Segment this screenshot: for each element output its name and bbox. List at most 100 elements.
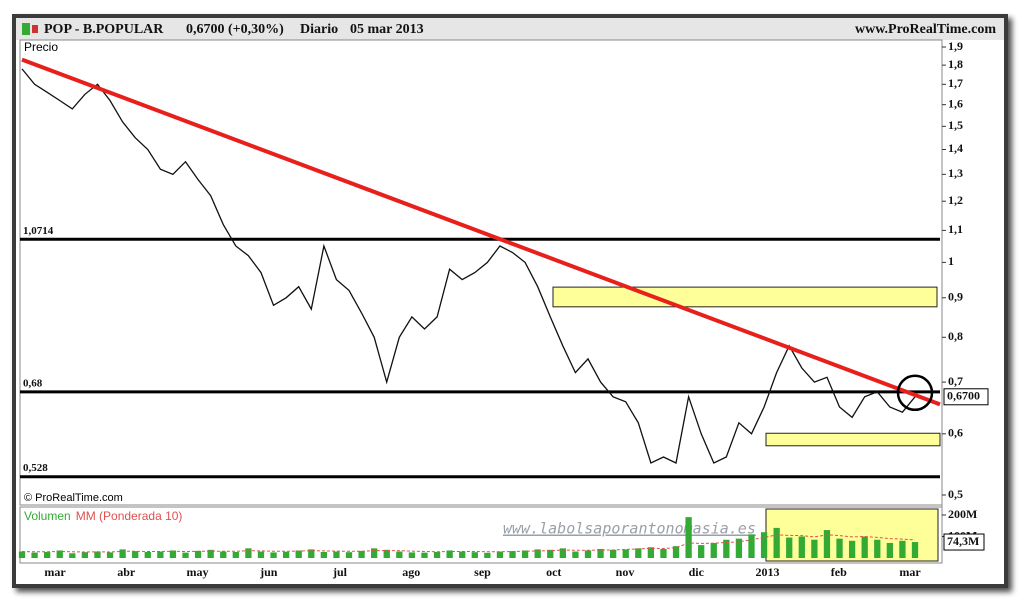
- volume-bar: [220, 551, 227, 558]
- volume-bar: [358, 550, 365, 558]
- volume-bar: [698, 545, 705, 558]
- volume-bar: [861, 536, 868, 558]
- volume-bar: [622, 549, 629, 558]
- site: www.ProRealTime.com: [855, 22, 996, 37]
- volume-bar: [609, 549, 617, 558]
- volume-bar: [760, 532, 768, 558]
- volume-bar: [69, 553, 76, 558]
- volume-bar: [157, 551, 164, 558]
- volume-bar: [911, 542, 919, 558]
- volume-bar: [723, 539, 730, 558]
- volume-bar: [446, 550, 453, 558]
- x-tick-label: 2013: [756, 565, 780, 579]
- volume-bar: [144, 551, 151, 558]
- volume-bar: [194, 550, 202, 558]
- volume-bar: [811, 539, 818, 558]
- y-tick-label: 1,5: [948, 118, 963, 132]
- volume-bar: [748, 534, 755, 558]
- volume-bar: [308, 549, 315, 558]
- volume-bar: [31, 552, 38, 558]
- volume-bar: [798, 536, 805, 558]
- volume-bar: [18, 551, 26, 558]
- y-tick-label: 0,8: [948, 329, 963, 343]
- y-tick-label: 0,7: [948, 374, 963, 388]
- x-tick-label: mar: [44, 565, 66, 579]
- volume-bar: [672, 546, 680, 558]
- volume-bar: [383, 549, 390, 558]
- x-tick-label: mar: [899, 565, 921, 579]
- y-tick-label: 0,9: [948, 290, 963, 304]
- price-line: [21, 68, 916, 464]
- y-tick-label: 1,4: [948, 141, 963, 155]
- legend-entry: MM (Ponderada 10): [76, 509, 183, 523]
- volume-bar: [207, 549, 214, 558]
- volume-bar: [635, 548, 642, 558]
- volume-bar: [886, 542, 893, 558]
- volume-bar: [182, 552, 189, 558]
- x-tick-label: may: [187, 565, 209, 579]
- y-tick-label: 1,7: [948, 76, 963, 90]
- volume-bar: [459, 551, 466, 558]
- volume-bar: [735, 538, 743, 558]
- last-volume-box: [943, 533, 985, 551]
- volume-bar: [106, 552, 114, 558]
- volume-bar: [484, 552, 491, 558]
- support-label: 0,528: [23, 462, 48, 474]
- ma-line: [21, 534, 916, 553]
- y-tick-label: 1: [948, 254, 954, 268]
- volume-bar: [559, 548, 566, 558]
- volume-bar: [371, 548, 378, 558]
- quote: 0,6700 (+0,30%): [186, 22, 284, 37]
- period: Diario: [300, 22, 338, 37]
- volume-bar: [169, 550, 177, 558]
- support-label: 1,0714: [23, 225, 54, 237]
- y-tick-label: 200M: [948, 507, 977, 521]
- x-tick-label: abr: [117, 565, 136, 579]
- volume-bar: [421, 552, 428, 558]
- volume-bar: [899, 540, 906, 558]
- x-tick-label: feb: [831, 565, 847, 579]
- volume-bar: [786, 537, 793, 558]
- volume-bar: [295, 550, 302, 558]
- zone: [552, 286, 938, 308]
- volume-bar: [345, 552, 353, 558]
- volume-bar: [848, 540, 856, 558]
- legend-entry: Volumen: [24, 509, 71, 523]
- x-tick-label: jul: [332, 565, 348, 579]
- volume-bar: [647, 547, 655, 558]
- x-tick-label: ago: [402, 565, 420, 579]
- volume-bar: [270, 552, 277, 558]
- volume-bar: [94, 551, 101, 558]
- last-value-label: 0,6700: [947, 389, 980, 403]
- volume-bar: [836, 538, 843, 558]
- y-tick-label: 1,6: [948, 96, 963, 110]
- volume-bar: [119, 549, 126, 558]
- last-value-box: [943, 388, 989, 406]
- header-bar: [16, 18, 1004, 40]
- volume-bar: [433, 551, 441, 558]
- volume-bar: [773, 527, 780, 558]
- trend-line: [21, 57, 941, 407]
- y-tick-label: 0,5: [948, 487, 963, 501]
- volume-bar: [56, 550, 63, 558]
- volume-bar: [710, 542, 717, 558]
- y-tick-label: 1,3: [948, 166, 963, 180]
- volume-bar: [408, 552, 416, 558]
- last-volume-label: 74,3M: [947, 534, 979, 548]
- y-tick-label: 1,9: [948, 39, 963, 53]
- volume-bar: [471, 552, 478, 558]
- volume-bar: [521, 550, 529, 558]
- volume-bar: [44, 551, 51, 558]
- copyright: © ProRealTime.com: [24, 492, 123, 504]
- y-tick-label: 1,8: [948, 57, 963, 71]
- x-tick-label: nov: [616, 565, 635, 579]
- x-tick-label: oct: [546, 565, 561, 579]
- x-tick-label: dic: [689, 565, 705, 579]
- volume-bar: [685, 517, 692, 558]
- y-tick-label: 1,2: [948, 193, 963, 207]
- volume-bar: [132, 551, 139, 558]
- price-label: Precio: [24, 40, 58, 54]
- volume-bar: [245, 548, 252, 558]
